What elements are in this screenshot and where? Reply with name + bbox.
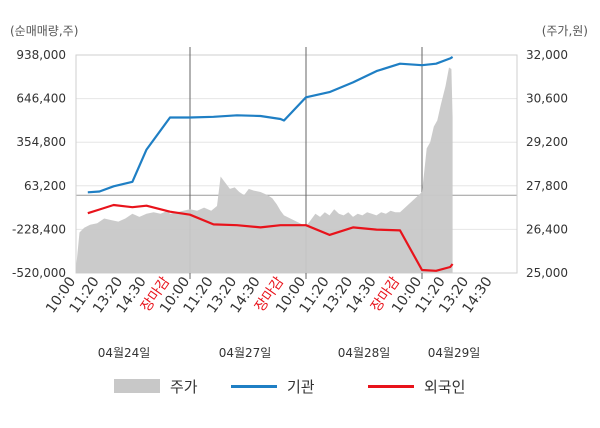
date-labels: 04월24일 04월27일 04월28일 04월29일 <box>98 346 481 360</box>
right-axis-unit: (주가,원) <box>541 24 588 38</box>
y-left-tick-label: 63,200 <box>24 179 66 193</box>
series-line-layer <box>87 55 454 272</box>
legend-label-foreign: 외국인 <box>424 377 466 396</box>
legend-swatch-institution <box>231 384 277 388</box>
y-right-tick-label: 26,400 <box>526 222 568 236</box>
y-left-tick-label: 354,800 <box>16 135 66 149</box>
y-right-tick-label: 32,000 <box>526 48 568 62</box>
foreign-line <box>87 203 454 272</box>
date-label: 04월29일 <box>428 346 481 360</box>
y-right-tick-label: 27,800 <box>526 179 568 193</box>
y-left-tick-label: -228,400 <box>12 222 66 236</box>
y-right-tick-label: 25,000 <box>526 266 568 280</box>
price-area <box>76 67 453 273</box>
legend-item-foreign[interactable]: 외국인 <box>368 376 465 396</box>
y-right-tick-label: 30,600 <box>526 92 568 106</box>
legend-item-institution[interactable]: 기관 <box>231 376 315 396</box>
y-left-tick-label: 938,000 <box>16 48 66 62</box>
y-left-tick-label: -520,000 <box>12 266 66 280</box>
legend-label-price: 주가 <box>170 377 198 396</box>
legend: 주가 기관 외국인 <box>0 376 600 396</box>
left-axis-unit: (순매매량,주) <box>10 24 79 38</box>
date-label: 04월28일 <box>338 346 391 360</box>
date-label: 04월27일 <box>219 346 272 360</box>
legend-swatch-foreign <box>368 384 414 388</box>
legend-swatch-price <box>114 379 160 393</box>
legend-item-price[interactable]: 주가 <box>114 376 198 396</box>
right-axis-tick-labels: 32,000 30,600 29,200 27,800 26,400 25,000 <box>526 48 568 280</box>
date-label: 04월24일 <box>98 346 151 360</box>
institution-line <box>87 55 454 194</box>
y-right-tick-label: 29,200 <box>526 135 568 149</box>
left-axis-tick-labels: 938,000 646,400 354,800 63,200 -228,400 -520,… <box>12 48 66 280</box>
price-area-layer <box>76 67 453 273</box>
x-axis-tick-labels: 10:0011:2013:2014:30장마감10:0011:2013:2014… <box>43 274 496 316</box>
y-left-tick-label: 646,400 <box>16 92 66 106</box>
legend-label-institution: 기관 <box>287 377 315 396</box>
